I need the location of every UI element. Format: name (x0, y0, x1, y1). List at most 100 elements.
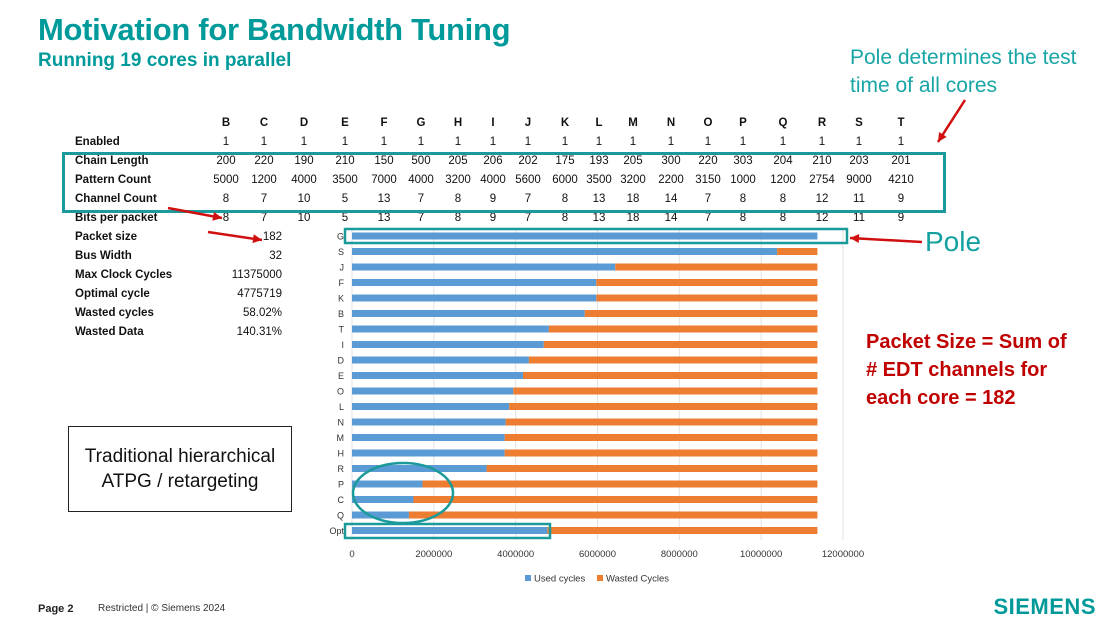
small-cores-ellipse (351, 461, 455, 525)
table-cell: 7 (417, 212, 425, 224)
y-category-label: O (337, 387, 344, 397)
legend-label: Wasted Cycles (606, 574, 669, 585)
bar-used-cycles (352, 434, 505, 441)
table-cell: 13 (377, 193, 391, 205)
table-cell: 1 (222, 136, 230, 148)
y-category-label: Q (337, 511, 344, 521)
table-cell: 1 (855, 136, 863, 148)
bar-used-cycles (352, 480, 423, 488)
table-cell: 7 (260, 212, 268, 224)
table-cell: 1 (595, 136, 603, 148)
optimal-highlight-box (343, 522, 552, 540)
x-tick-label: 12000000 (822, 549, 864, 560)
table-cell: 9 (489, 193, 497, 205)
bar-wasted-cycles (547, 527, 818, 534)
core-header: D (299, 117, 309, 129)
table-cell: 8 (739, 212, 747, 224)
table-cell: 210 (812, 155, 832, 167)
table-cell: 8 (739, 193, 747, 205)
table-cell: 9 (897, 193, 905, 205)
y-category-label: D (338, 356, 345, 366)
arrow-bits-per-packet (167, 206, 223, 220)
bar-wasted-cycles (408, 511, 818, 519)
bar-wasted-cycles (422, 480, 818, 488)
summary-value: 11375000 (231, 269, 282, 281)
y-category-label: J (340, 263, 345, 273)
table-cell: 7 (524, 212, 532, 224)
summary-value: 140.31% (236, 326, 282, 338)
table-cell: 3200 (620, 174, 646, 186)
bar-used-cycles (352, 465, 487, 472)
table-cell: 1 (300, 136, 308, 148)
table-cell: 8 (779, 212, 787, 224)
table-cell: 175 (555, 155, 575, 167)
bar-used-cycles (352, 511, 409, 519)
pole-note: Pole determines the test time of all cor… (850, 46, 1077, 97)
arrow-packet-size (207, 230, 263, 242)
table-cell: 4000 (480, 174, 506, 186)
table-cell: 1200 (251, 174, 277, 186)
table-cell: 13 (592, 193, 606, 205)
arrow-pole-head (850, 234, 860, 243)
table-cell: 210 (335, 155, 355, 167)
table-cell: 7 (417, 193, 425, 205)
core-header: T (897, 117, 905, 129)
table-cell: 7 (704, 193, 712, 205)
core-header: H (453, 117, 463, 129)
table-cell: 200 (216, 155, 236, 167)
core-header: P (739, 117, 747, 129)
core-header: J (524, 117, 532, 129)
table-cell: 201 (891, 155, 911, 167)
table-cell: 2754 (809, 174, 835, 186)
table-cell: 193 (589, 155, 609, 167)
table-cell: 303 (733, 155, 753, 167)
y-category-label: C (338, 495, 345, 505)
y-category-label: E (338, 371, 344, 381)
core-header: I (491, 117, 495, 129)
summary-label: Wasted Data (75, 326, 144, 338)
bar-wasted-cycles (486, 465, 818, 472)
table-cell: 5 (341, 212, 349, 224)
bar-used-cycles (352, 294, 597, 302)
bar-used-cycles (352, 496, 414, 503)
bar-used-cycles (352, 527, 548, 534)
row-label: Enabled (75, 136, 120, 148)
summary-label: Max Clock Cycles (75, 269, 173, 281)
table-cell: 1000 (730, 174, 756, 186)
table-cell: 3500 (332, 174, 358, 186)
pole-highlight-box (343, 227, 849, 245)
table-cell: 9000 (846, 174, 872, 186)
bar-wasted-cycles (413, 496, 818, 503)
y-category-label: T (339, 325, 345, 335)
table-cell: 12 (815, 193, 829, 205)
x-tick-label: 2000000 (415, 549, 452, 560)
footer-page-number: Page 2 (38, 603, 74, 615)
packet-note-line: # EDT channels for (866, 359, 1048, 381)
table-cell: 18 (626, 212, 640, 224)
core-header: M (628, 117, 638, 129)
table-cell: 8 (454, 193, 462, 205)
summary-value: 182 (262, 231, 282, 243)
table-cell: 7 (524, 193, 532, 205)
table-cell: 1 (454, 136, 462, 148)
x-tick-label: 10000000 (740, 549, 782, 560)
arrow-packet-size-head (252, 234, 262, 244)
summary-label: Optimal cycle (75, 288, 150, 300)
bar-wasted-cycles (596, 294, 818, 302)
bar-wasted-cycles (548, 325, 818, 333)
bar-used-cycles (352, 325, 549, 333)
table-cell: 8 (222, 193, 230, 205)
core-header: B (221, 117, 231, 129)
y-category-label: N (338, 418, 345, 428)
bar-wasted-cycles (509, 403, 818, 410)
table-cell: 9 (489, 212, 497, 224)
table-cell: 1 (524, 136, 532, 148)
bar-wasted-cycles (504, 449, 818, 457)
table-cell: 10 (297, 212, 311, 224)
slide-subtitle: Running 19 cores in parallel (38, 50, 292, 71)
table-cell: 500 (411, 155, 431, 167)
siemens-logo: SIEMENS (993, 594, 1096, 619)
table-cell: 1 (341, 136, 349, 148)
core-header: L (595, 117, 603, 129)
